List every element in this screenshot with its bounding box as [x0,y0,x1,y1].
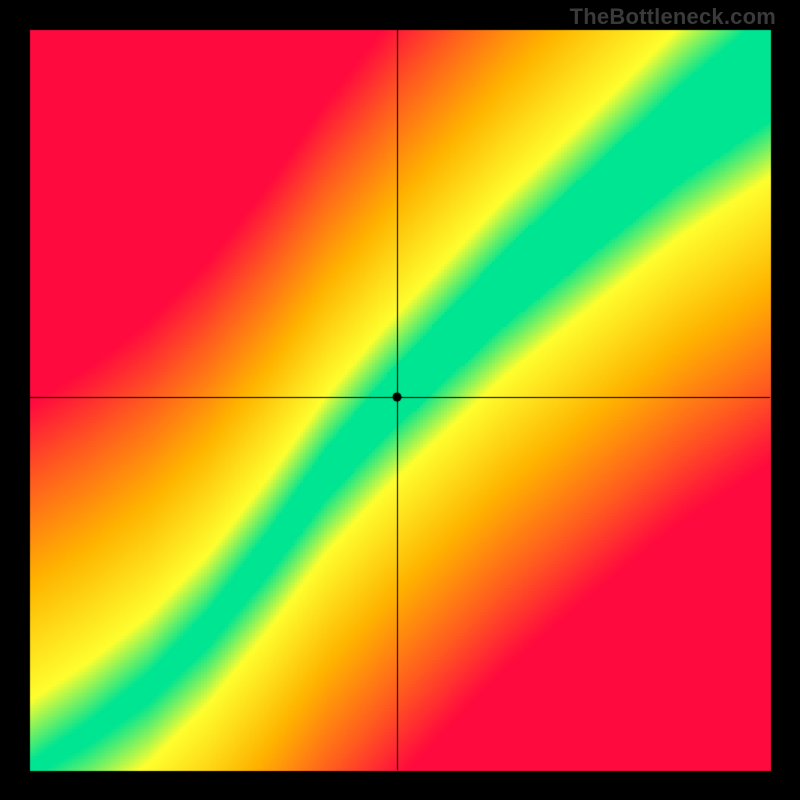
watermark-text: TheBottleneck.com [570,4,776,30]
chart-container: TheBottleneck.com [0,0,800,800]
bottleneck-heatmap [0,0,800,800]
